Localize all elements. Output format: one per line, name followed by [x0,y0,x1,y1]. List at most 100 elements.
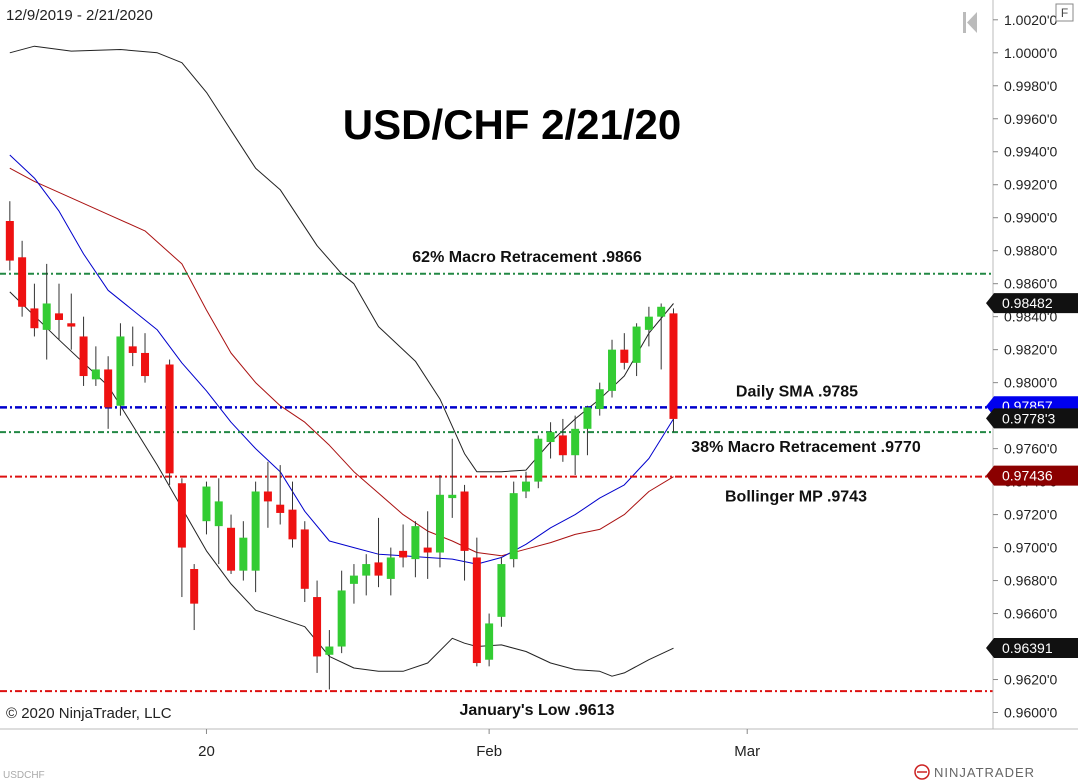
price-marker-bg-3 [986,465,1078,486]
y-tick-label-5: 0.9920'0 [1004,177,1057,193]
y-tick-label-15: 0.9720'0 [1004,507,1057,523]
y-tick-label-7: 0.9880'0 [1004,243,1057,259]
price-marker-label-4: 0.96391 [1002,640,1053,656]
candle-body-40 [509,493,518,560]
panel-button-label: F [1061,6,1068,20]
y-tick-label-0: 1.0020'0 [1004,12,1057,28]
price-marker-label-2: 0.9778'3 [1002,410,1055,426]
candle-body-32 [411,526,420,560]
brand-name: NINJATRADER [934,765,1035,780]
y-tick-label-3: 0.9960'0 [1004,111,1057,127]
candle-body-26 [337,590,346,647]
price-marker-bg-0 [986,293,1078,314]
daily-sma-line [9,154,674,565]
candle-body-53 [669,313,678,419]
price-axis [0,0,1078,730]
candle-body-50 [632,326,641,363]
price-marker-2: 0.9778'3 [986,408,1078,429]
candle-body-16 [214,501,223,527]
candle-body-10 [128,346,137,353]
y-tick-label-18: 0.9660'0 [1004,606,1057,622]
middle-bollinger-band [9,167,674,557]
price-marker-4: 0.96391 [986,638,1078,659]
y-tick-label-21: 0.9600'0 [1004,705,1057,721]
y-tick-label-11: 0.9800'0 [1004,375,1057,391]
candle-body-17 [227,527,236,571]
candle-body-19 [251,491,260,571]
level-labels: 62% Macro Retracement .9866 Daily SMA .97… [412,249,921,719]
candle-body-24 [313,597,322,657]
y-tick-label-10: 0.9820'0 [1004,342,1057,358]
horizontal-levels [0,272,993,693]
candle-body-36 [460,491,469,551]
candle-body-52 [657,306,666,317]
candle-body-38 [485,623,494,660]
candle-body-34 [435,494,444,553]
candle-body-27 [349,575,358,584]
candle-body-4 [54,313,63,320]
candle-body-3 [42,303,51,330]
copyright: © 2020 NinjaTrader, LLC [6,705,172,722]
candlestick-series [5,201,678,690]
level-label-2: 38% Macro Retracement .9770 [691,439,921,456]
candle-body-39 [497,564,506,617]
candle-body-44 [558,435,567,456]
candle-body-31 [399,550,408,558]
candle-body-28 [362,564,371,576]
candle-body-18 [239,537,248,571]
candle-body-0 [5,221,14,261]
candle-body-9 [116,336,125,406]
y-tick-label-17: 0.9680'0 [1004,573,1057,589]
candle-body-15 [202,486,211,522]
candle-body-20 [263,491,272,502]
x-tick-labels: 20 Feb Mar [198,729,760,760]
candle-body-51 [644,316,653,330]
x-tick-label-1: Feb [476,743,502,760]
lower-bollinger-band [9,291,674,677]
candle-body-7 [91,369,100,380]
upper-bollinger-band [9,45,674,473]
y-tick-labels: 1.0020'0 1.0000'0 0.9980'0 0.9960'0 0.9940'0… [993,12,1057,721]
y-tick-label-2: 0.9980'0 [1004,78,1057,94]
candle-body-13 [177,483,186,548]
scroll-to-start-icon[interactable] [963,12,977,33]
level-label-4: January's Low .9613 [460,702,615,719]
candle-body-1 [18,257,27,307]
candle-body-8 [104,369,113,408]
y-tick-label-6: 0.9900'0 [1004,210,1057,226]
candle-body-6 [79,336,88,377]
candle-body-47 [595,389,604,410]
y-tick-label-8: 0.9860'0 [1004,276,1057,292]
candle-body-22 [288,509,297,540]
date-range: 12/9/2019 - 2/21/2020 [6,7,153,24]
level-label-0: 62% Macro Retracement .9866 [412,249,642,266]
candle-body-49 [620,349,629,363]
candle-body-37 [472,557,481,664]
y-tick-label-20: 0.9620'0 [1004,672,1057,688]
indicator-layer [9,45,674,677]
y-tick-label-13: 0.9760'0 [1004,441,1057,457]
price-marker-bg-4 [986,638,1078,659]
price-marker-label-3: 0.97436 [1002,468,1053,484]
candle-body-35 [448,494,457,499]
chart-title: USD/CHF 2/21/20 [343,101,681,148]
candle-body-2 [30,308,39,329]
candle-body-14 [190,569,199,604]
candle-body-41 [521,481,530,492]
candle-body-12 [165,364,174,474]
level-label-1: Daily SMA .9785 [736,383,858,400]
x-tick-label-2: Mar [734,743,760,760]
candle-body-43 [546,432,555,443]
candle-body-25 [325,646,334,655]
candle-body-48 [608,349,617,391]
instrument-label: USDCHF [3,770,45,781]
price-marker-bg-2 [986,408,1078,429]
panel-button[interactable]: F [1055,3,1074,22]
price-marker-label-0: 0.98482 [1002,295,1053,311]
candle-body-33 [423,547,432,553]
x-tick-label-0: 20 [198,743,215,760]
ninjatrader-logo: NINJATRADER [914,764,1035,780]
